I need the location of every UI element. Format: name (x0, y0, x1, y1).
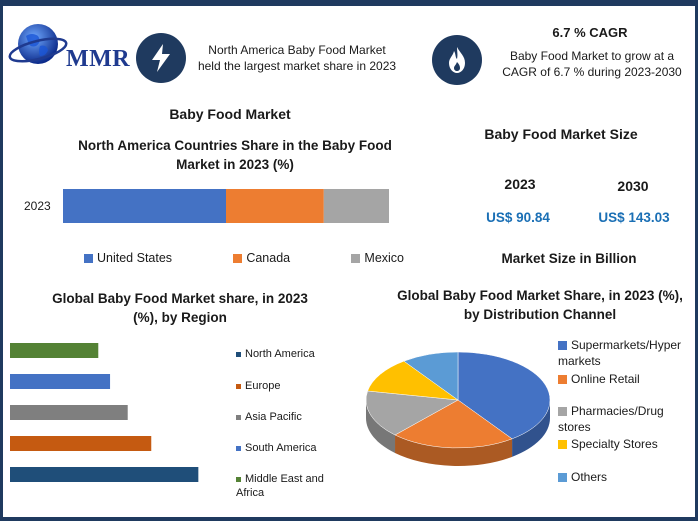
lightning-icon (136, 33, 186, 83)
pie-side-pharmacies-drugstores (366, 400, 396, 453)
legend-label: Asia Pacific (245, 411, 302, 423)
region-bar-south-america (10, 374, 111, 389)
region-bar-north-america (10, 467, 199, 482)
globe-icon (8, 24, 68, 64)
region-bar-asia-pacific (10, 405, 128, 420)
na-chart-legend: United States Canada Mexico (84, 251, 404, 265)
legend-item-united-states: United States (84, 251, 172, 265)
legend-item-others: Others (558, 469, 607, 485)
value-2030: US$ 143.03 (598, 210, 670, 225)
pie-side-supermarkets-hypermarkets (512, 400, 550, 457)
legend-label: Online Retail (571, 372, 640, 386)
legend-label: Canada (246, 251, 291, 265)
region-bar-middle-east-and-africa (10, 343, 99, 358)
value-2023: US$ 90.84 (486, 210, 550, 225)
legend-label: South America (245, 442, 317, 454)
mmr-logo: MMR (8, 16, 131, 76)
legend-item-specialty-stores: Specialty Stores (558, 436, 658, 452)
na-stacked-bar-chart (63, 189, 389, 223)
pie-slice-online-retail (394, 399, 513, 449)
bar-segment-united-states (63, 189, 226, 223)
pie-slice-specialty-stores (367, 360, 459, 401)
distribution-pie-chart (365, 351, 551, 466)
region-bar-chart (10, 343, 199, 482)
pie-slice-supermarkets-hypermarkets (457, 351, 551, 440)
legend-item-europe: Europe (236, 380, 280, 394)
legend-label: Mexico (364, 251, 404, 265)
legend-item-pharmacies: Pharmacies/Drugstores (558, 403, 668, 435)
legend-item-north-america: North America (236, 348, 315, 362)
legend-item-online-retail: Online Retail (558, 371, 640, 387)
north-america-info-text: North America Baby Food Market held the … (197, 43, 397, 74)
year-2023-label: 2023 (504, 176, 536, 192)
legend-label: Supermarkets/Hypermarkets (558, 338, 682, 369)
main-title: Baby Food Market (169, 106, 291, 122)
logo-text: MMR (66, 46, 131, 72)
cagr-title: 6.7 % CAGR (552, 25, 628, 40)
legend-label: Specialty Stores (571, 437, 658, 451)
region-bar-europe (10, 436, 152, 451)
legend-label: Middle East and Africa (236, 473, 324, 499)
market-size-title: Baby Food Market Size (484, 126, 638, 142)
legend-label: United States (97, 251, 173, 265)
pie-slice-others (403, 351, 459, 401)
legend-label: North America (245, 348, 315, 360)
legend-label: Europe (245, 380, 281, 392)
legend-item-south-america: South America (236, 442, 317, 456)
pie-side-online-retail (395, 434, 513, 466)
legend-item-mexico: Mexico (351, 251, 404, 265)
region-chart-title: Global Baby Food Market share, in 2023 (… (52, 291, 308, 325)
na-chart-y-label: 2023 (24, 199, 51, 213)
legend-item-canada: Canada (233, 251, 290, 265)
bar-segment-canada (226, 189, 324, 223)
legend-label: Others (571, 470, 608, 484)
legend-item-middle-east-africa: Middle East and Africa (236, 473, 336, 501)
legend-item-asia-pacific: Asia Pacific (236, 411, 302, 425)
legend-label: Pharmacies/Drugstores (558, 404, 664, 435)
cagr-text: Baby Food Market to grow at a CAGR of 6.… (502, 49, 682, 80)
na-chart-title: North America Countries Share in the Bab… (78, 138, 392, 172)
year-2030-label: 2030 (617, 178, 649, 194)
bar-segment-mexico (323, 189, 389, 223)
market-size-unit: Market Size in Billion (501, 251, 637, 266)
pie-slice-pharmacies-drugstores (365, 390, 459, 436)
flame-icon (432, 35, 482, 85)
pie-chart-title: Global Baby Food Market Share, in 2023 (… (397, 288, 683, 322)
legend-item-supermarkets: Supermarkets/Hypermarkets (558, 337, 683, 369)
